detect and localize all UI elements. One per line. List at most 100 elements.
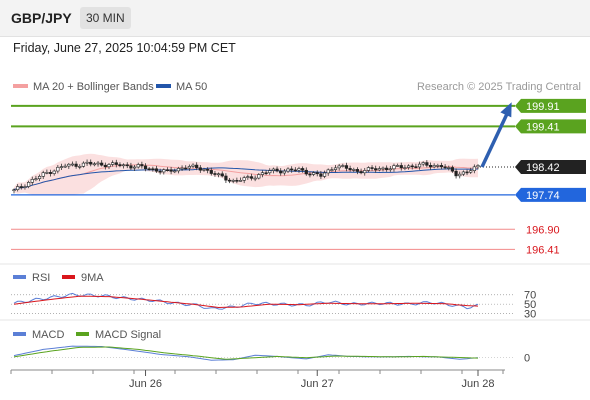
candle	[465, 169, 469, 176]
candle	[176, 166, 181, 174]
candle	[70, 161, 75, 167]
candle	[417, 161, 422, 170]
instrument-title: GBP/JPY	[11, 10, 72, 26]
candle	[92, 162, 96, 167]
candle	[439, 162, 444, 170]
candle	[227, 177, 232, 184]
candle	[151, 166, 155, 172]
candle	[260, 170, 265, 178]
candle	[30, 176, 34, 186]
macd-signal-line	[13, 346, 479, 360]
ma50-line	[13, 167, 479, 191]
candle	[297, 166, 301, 173]
candle	[235, 177, 239, 184]
candle	[337, 163, 341, 171]
candle	[202, 167, 206, 172]
candle	[27, 180, 31, 189]
candle	[308, 171, 312, 178]
candle	[67, 162, 71, 169]
candle	[286, 167, 290, 174]
candle	[140, 161, 144, 169]
bollinger-band	[14, 153, 478, 196]
macd-panel: 0	[11, 345, 530, 365]
candle	[195, 162, 199, 171]
legend-swatch-rsi-ma	[62, 275, 75, 279]
candle	[414, 163, 418, 169]
legend-swatch-bollinger	[13, 84, 28, 88]
rsi-tick-label: 30	[524, 309, 536, 321]
candle	[454, 168, 458, 179]
candle	[450, 165, 455, 173]
candle	[63, 163, 67, 169]
candle	[290, 166, 294, 173]
candle	[209, 167, 213, 176]
level-support_light: 196.90	[11, 224, 560, 236]
candle	[206, 167, 210, 174]
x-tick-label: Jun 28	[461, 378, 494, 390]
level-label: 197.74	[526, 190, 560, 202]
candle	[304, 167, 308, 176]
candle	[187, 164, 191, 171]
rsi-tick-label: 50	[524, 299, 536, 311]
candle	[388, 166, 392, 172]
level-label: 198.42	[526, 162, 560, 174]
level-support_light: 196.41	[11, 244, 560, 256]
candle	[246, 174, 250, 180]
candle	[34, 175, 38, 182]
candle	[122, 163, 126, 169]
legend-swatch-ma50	[156, 84, 171, 88]
price-panel	[12, 153, 480, 196]
timeframe-button[interactable]: 30 MIN	[80, 7, 131, 29]
candle	[37, 174, 42, 182]
level-label: 196.90	[526, 224, 560, 236]
candle	[257, 173, 261, 180]
rsi-tick-label: 70	[524, 290, 536, 302]
candle	[52, 169, 56, 176]
legend-label-macd: MACD	[32, 329, 64, 341]
candle	[301, 166, 305, 173]
x-tick-label: Jun 26	[129, 378, 162, 390]
candle	[213, 171, 217, 177]
candle	[403, 164, 407, 171]
candle	[198, 165, 202, 173]
candle	[56, 165, 60, 174]
candle	[461, 170, 465, 176]
candle	[238, 177, 243, 182]
candle	[406, 164, 411, 170]
candle	[352, 167, 356, 173]
legend-label-rsi: RSI	[32, 272, 50, 284]
candle	[366, 166, 370, 173]
candle	[293, 167, 297, 172]
candle	[45, 169, 49, 175]
candle	[147, 167, 151, 171]
candle	[315, 170, 319, 177]
candle	[370, 165, 374, 171]
candle	[216, 172, 221, 178]
candle	[224, 173, 228, 183]
level-last: 198.42	[480, 159, 586, 174]
candle	[231, 178, 235, 184]
candle	[322, 170, 327, 179]
candle	[129, 162, 133, 171]
top-bar: GBP/JPY 30 MIN	[0, 0, 590, 37]
candle	[282, 168, 286, 176]
candle	[396, 163, 400, 167]
candle	[125, 162, 129, 169]
price-levels: 199.91 199.41 198.42 197.74 196.90 196.41	[11, 98, 586, 256]
candle	[103, 162, 107, 170]
candle	[363, 167, 367, 176]
legend-label-bollinger: MA 20 + Bollinger Bands	[33, 81, 154, 93]
candle	[48, 169, 53, 177]
candle	[333, 165, 338, 173]
candle	[319, 170, 323, 179]
candle	[184, 165, 188, 170]
candle	[392, 163, 396, 172]
ma20-line	[13, 164, 479, 191]
level-label: 199.41	[526, 121, 560, 133]
level-resistance: 199.91	[11, 98, 586, 113]
candle	[381, 166, 385, 172]
candle	[432, 163, 436, 169]
candle	[344, 162, 349, 172]
